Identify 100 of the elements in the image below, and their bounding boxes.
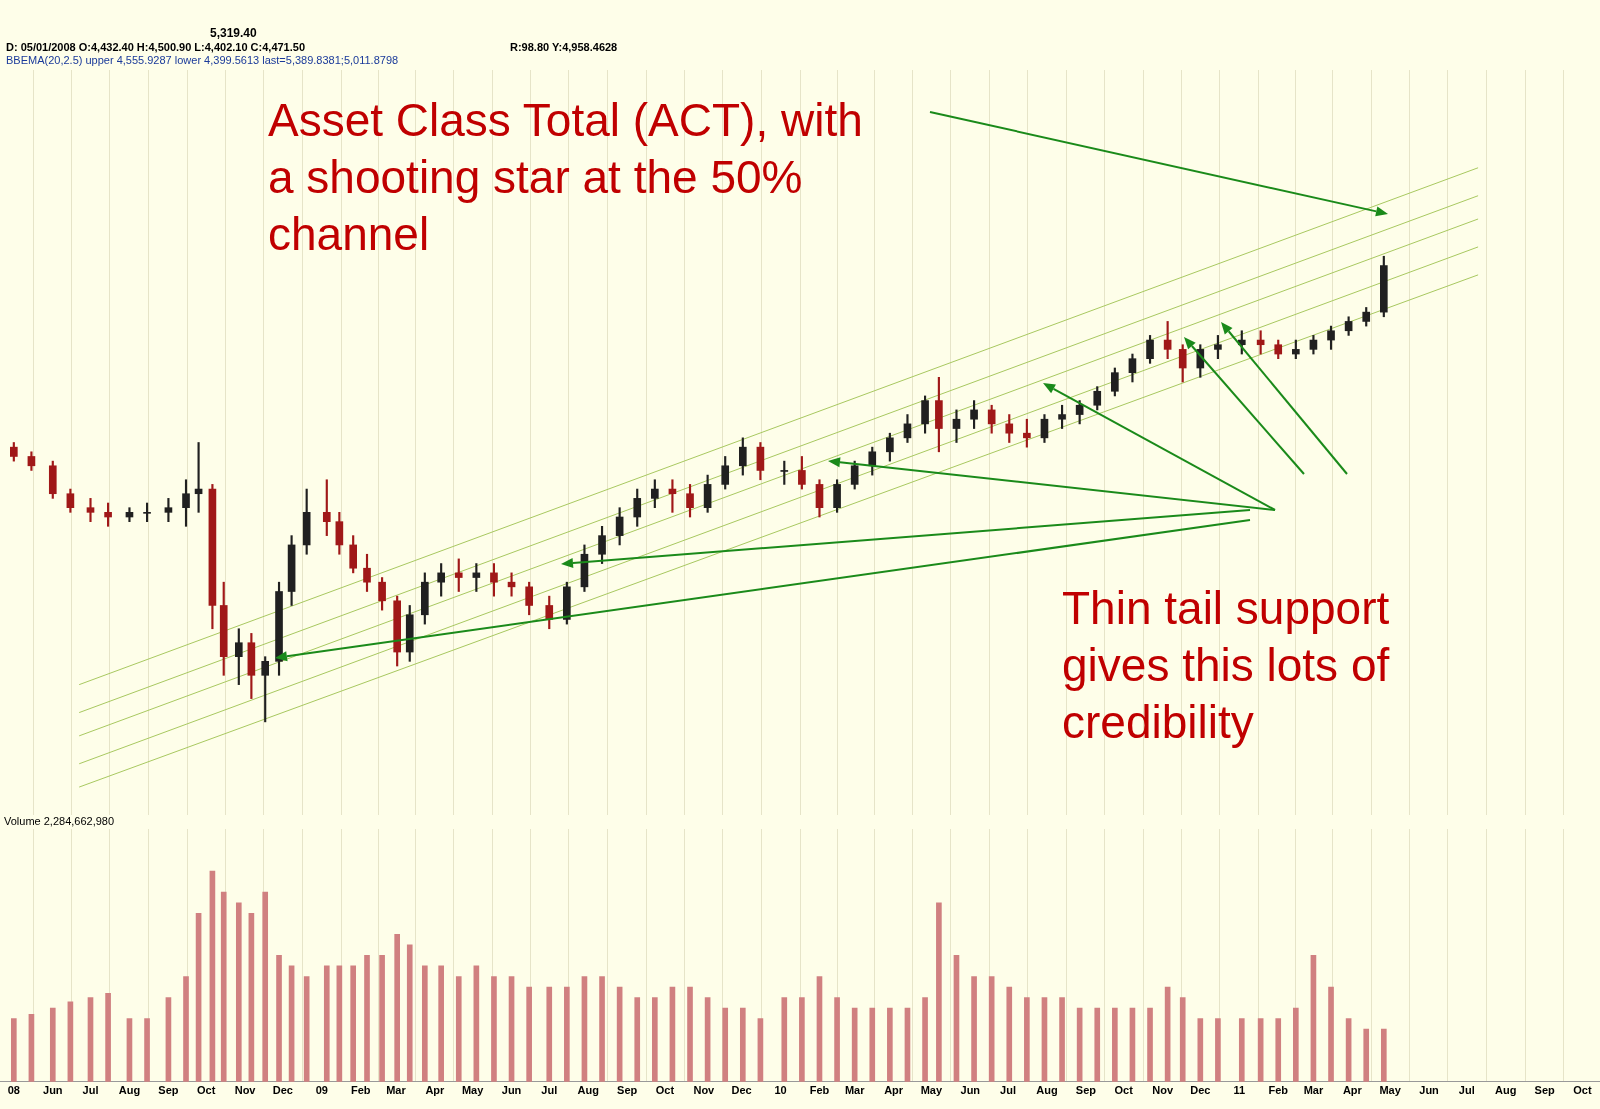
x-tick-label: Aug — [1036, 1084, 1058, 1097]
bar — [851, 1007, 858, 1082]
bar — [869, 1007, 876, 1082]
x-tick-label: Nov — [1152, 1084, 1174, 1097]
x-tick-label: May — [920, 1084, 943, 1097]
bar — [421, 965, 428, 1082]
x-tick-label: Oct — [655, 1084, 675, 1097]
bar — [491, 976, 497, 1082]
bar — [1328, 986, 1334, 1082]
x-tick-label: Aug — [1495, 1084, 1517, 1097]
bar — [739, 1007, 746, 1082]
x-tick-label: Jun — [1419, 1084, 1440, 1097]
x-tick-label: 09 — [315, 1084, 328, 1097]
x-tick-label: Oct — [1114, 1084, 1134, 1097]
bar — [350, 965, 357, 1082]
x-tick-label: Jul — [82, 1084, 99, 1097]
x-tick-label: Oct — [196, 1084, 216, 1097]
x-tick-label: Dec — [272, 1084, 293, 1097]
bar — [379, 955, 385, 1082]
bar — [922, 997, 928, 1082]
bar — [1380, 1028, 1387, 1082]
bar — [1024, 997, 1030, 1082]
x-tick-label: Sep — [1075, 1084, 1097, 1097]
x-tick-label: Nov — [693, 1084, 716, 1097]
bar — [1147, 1007, 1153, 1082]
x-tick-label: May — [1379, 1084, 1402, 1097]
x-tick-label: Feb — [350, 1084, 371, 1097]
bar — [262, 891, 269, 1082]
bar — [438, 965, 444, 1082]
bar — [406, 944, 413, 1082]
x-tick-label: Jul — [1000, 1084, 1016, 1097]
x-tick-label: Dec — [731, 1084, 752, 1097]
candlestick — [164, 498, 173, 522]
text: BBEMA(20,2.5) upper 4,555.9287 lower 4,399.5613 last=5,389.8381;5,011.8798 — [6, 54, 399, 66]
x-tick-label: Jul — [1458, 1084, 1475, 1097]
text: 5,319.40 — [210, 26, 257, 40]
bar — [220, 891, 227, 1082]
bar — [183, 976, 189, 1082]
bar — [1215, 1018, 1221, 1082]
annotation: Thin tail support gives this lots of credibility — [1062, 581, 1391, 750]
x-tick-label: Apr — [1342, 1084, 1363, 1097]
bar — [799, 997, 805, 1082]
bar — [834, 997, 840, 1082]
bar — [564, 986, 570, 1082]
bar — [599, 976, 605, 1082]
bar — [49, 1007, 56, 1082]
bar — [105, 992, 111, 1082]
x-tick-label: Apr — [425, 1084, 446, 1097]
bar — [144, 1018, 150, 1082]
bar — [364, 955, 370, 1082]
x-tick-label: Mar — [386, 1084, 407, 1097]
x-tick-label: Jun — [43, 1084, 63, 1097]
chart-title: Volume 2,284,662,980 — [3, 814, 116, 829]
x-tick-label: Nov — [234, 1084, 257, 1097]
bar — [1275, 1018, 1282, 1082]
text: R:98.80 Y:4,958.4628 — [510, 41, 618, 53]
bar — [303, 976, 310, 1082]
x-tick-label: 08 — [7, 1084, 20, 1097]
x-tick-label: Mar — [1303, 1084, 1324, 1097]
x-tick-label: Sep — [1534, 1084, 1556, 1097]
x-tick-label: Jul — [541, 1084, 558, 1097]
bar — [971, 976, 977, 1082]
bar — [1293, 1007, 1299, 1082]
bar — [1094, 1007, 1101, 1082]
annotation: Asset Class Total (ACT), with a shooting star at the 50% channel — [268, 93, 864, 262]
bar — [1363, 1028, 1370, 1082]
bar — [455, 976, 462, 1082]
x-tick-label: Jun — [501, 1084, 522, 1097]
bar — [1179, 997, 1186, 1082]
bar — [652, 997, 658, 1082]
x-tick-label: Oct — [1573, 1084, 1592, 1097]
bar — [276, 955, 282, 1082]
bar — [1059, 997, 1065, 1082]
text: D: 05/01/2008 O:4,432.40 H:4,500.90 L:4,402.10 C:4,471.50 — [6, 41, 306, 53]
x-tick-label: Feb — [1268, 1084, 1289, 1097]
bar — [546, 986, 553, 1082]
x-tick-label: 10 — [774, 1084, 787, 1097]
bar — [988, 976, 995, 1082]
bar — [1238, 1018, 1245, 1082]
x-tick-label: Mar — [844, 1084, 866, 1097]
bar — [722, 1007, 729, 1082]
candlestick — [86, 498, 95, 522]
x-tick-label: Apr — [884, 1084, 904, 1097]
bar — [526, 986, 532, 1082]
candlestick — [952, 409, 961, 443]
bar — [235, 902, 242, 1082]
bar — [394, 934, 400, 1082]
bar — [936, 902, 942, 1082]
bar — [11, 1018, 17, 1082]
bar — [323, 965, 330, 1082]
x-tick-label: Dec — [1190, 1084, 1211, 1097]
bar — [687, 986, 693, 1082]
bar — [887, 1007, 893, 1082]
bar — [1112, 1007, 1118, 1082]
bar — [1006, 986, 1013, 1082]
x-tick-label: Jun — [960, 1084, 981, 1097]
bar — [1197, 1018, 1204, 1082]
x-tick-label: Aug — [577, 1084, 599, 1097]
x-tick-label: Aug — [118, 1084, 141, 1097]
x-tick-label: Sep — [158, 1084, 179, 1097]
